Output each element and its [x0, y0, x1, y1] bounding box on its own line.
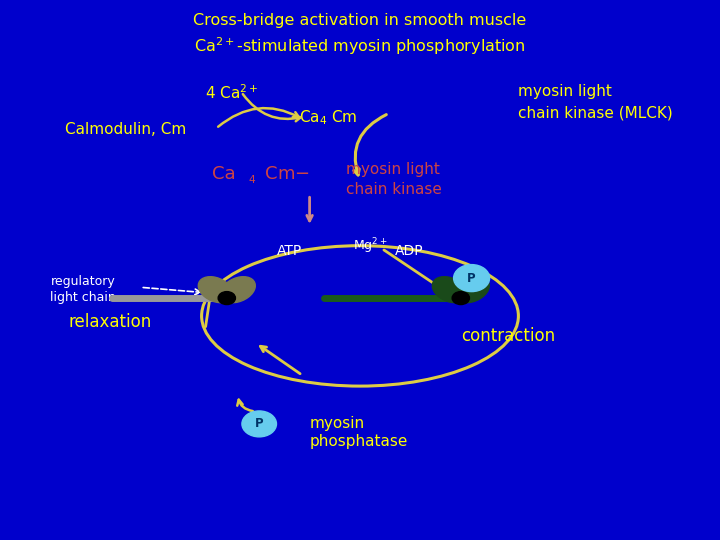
- Text: ATP: ATP: [277, 244, 302, 258]
- Text: Calmodulin, Cm: Calmodulin, Cm: [65, 122, 186, 137]
- Text: Ca$_4$ Cm: Ca$_4$ Cm: [299, 108, 357, 127]
- Text: chain kinase: chain kinase: [346, 182, 441, 197]
- Ellipse shape: [432, 276, 467, 302]
- Circle shape: [454, 265, 490, 292]
- Ellipse shape: [198, 276, 233, 302]
- Ellipse shape: [221, 276, 256, 302]
- Text: myosin light: myosin light: [518, 84, 612, 99]
- Text: Cm$-$: Cm$-$: [259, 165, 310, 183]
- Text: Mg$^{2+}$: Mg$^{2+}$: [353, 236, 387, 255]
- Text: P: P: [255, 417, 264, 430]
- Text: myosin light: myosin light: [346, 162, 439, 177]
- Text: contraction: contraction: [461, 327, 555, 345]
- Ellipse shape: [455, 276, 490, 302]
- Circle shape: [242, 411, 276, 437]
- Text: chain kinase (MLCK): chain kinase (MLCK): [518, 105, 673, 120]
- Text: regulatory
light chain: regulatory light chain: [50, 275, 116, 305]
- Text: myosin
phosphatase: myosin phosphatase: [310, 416, 408, 449]
- Text: P: P: [467, 272, 476, 285]
- Text: 4 Ca$^{2+}$: 4 Ca$^{2+}$: [205, 84, 258, 103]
- Text: Ca$^{2+}$-stimulated myosin phosphorylation: Ca$^{2+}$-stimulated myosin phosphorylat…: [194, 35, 526, 57]
- Text: Ca: Ca: [212, 165, 236, 183]
- Text: ADP: ADP: [395, 244, 423, 258]
- Text: relaxation: relaxation: [68, 313, 152, 331]
- Text: $_4$: $_4$: [248, 171, 256, 186]
- Circle shape: [218, 292, 235, 305]
- Circle shape: [452, 292, 469, 305]
- Text: Cross-bridge activation in smooth muscle: Cross-bridge activation in smooth muscle: [194, 14, 526, 29]
